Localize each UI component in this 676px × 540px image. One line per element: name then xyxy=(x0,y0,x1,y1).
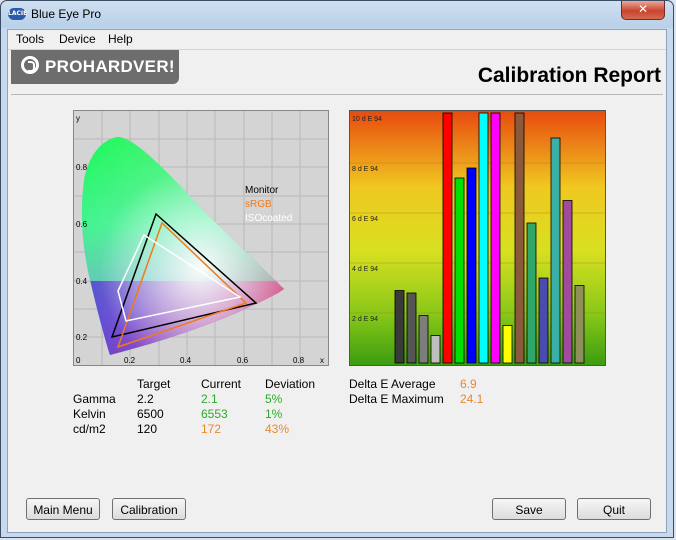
y-tick-0.4: 0.4 xyxy=(76,277,88,286)
row-luminance-target: 120 xyxy=(137,422,158,436)
client-area: Tools Device Help PROHARDVER! Calibratio… xyxy=(7,29,667,533)
delta-e-bar xyxy=(394,290,405,364)
y-tick-0.6: 0.6 xyxy=(76,220,88,229)
delta-e-bar xyxy=(478,112,489,364)
prohardver-logo: PROHARDVER! xyxy=(11,50,179,84)
bar-y-tick-label: 10 d E 94 xyxy=(352,116,382,123)
row-kelvin-target: 6500 xyxy=(137,407,164,421)
legend-srgb: sRGB xyxy=(245,199,272,210)
delta-e-bar xyxy=(574,285,585,364)
delta-e-bar xyxy=(406,292,417,364)
row-gamma-target: 2.2 xyxy=(137,392,154,406)
delta-e-bar xyxy=(442,112,453,364)
calibration-button[interactable]: Calibration xyxy=(112,498,186,520)
row-kelvin-current: 6553 xyxy=(201,407,228,421)
row-luminance-deviation: 43% xyxy=(265,422,290,436)
report-title: Calibration Report xyxy=(477,64,661,87)
delta-e-average-label: Delta E Average xyxy=(349,377,436,391)
monitor-gamut xyxy=(110,212,258,339)
cie-svg: y x 0.8 0.6 0.4 0.2 0 0.2 0.4 0.6 0.8 Mo… xyxy=(74,111,328,365)
row-gamma-current: 2.1 xyxy=(201,392,218,406)
bar-y-tick-label: 4 d E 94 xyxy=(352,266,378,273)
delta-e-bar xyxy=(466,167,477,364)
bar-chart-background xyxy=(350,111,605,365)
cie-chromaticity-diagram: y x 0.8 0.6 0.4 0.2 0 0.2 0.4 0.6 0.8 Mo… xyxy=(73,110,329,366)
bar-y-tick-label: 2 d E 94 xyxy=(352,316,378,323)
delta-e-bar xyxy=(538,277,549,364)
main-menu-button[interactable]: Main Menu xyxy=(26,498,100,520)
delta-e-bar xyxy=(562,200,573,364)
delta-e-bar xyxy=(502,325,513,364)
legend-monitor: Monitor xyxy=(245,185,279,196)
x-tick-0.6: 0.6 xyxy=(237,356,249,365)
bar-y-tick-label: 6 d E 94 xyxy=(352,216,378,223)
header-divider xyxy=(11,94,663,95)
title-bar: LACIE Blue Eye Pro ✕ xyxy=(1,1,673,29)
legend-isocoated: ISOcoated xyxy=(245,213,292,224)
menu-device[interactable]: Device xyxy=(59,32,96,46)
save-button[interactable]: Save xyxy=(492,498,566,520)
row-luminance-label: cd/m2 xyxy=(73,422,106,436)
app-icon: LACIE xyxy=(8,8,27,20)
delta-e-bar xyxy=(514,112,525,364)
delta-e-bar xyxy=(430,335,441,364)
delta-e-bar xyxy=(418,315,429,364)
delta-e-bar-chart: 10 d E 94 8 d E 94 6 d E 94 4 d E 94 2 d E 9… xyxy=(349,110,606,366)
delta-e-average-value: 6.9 xyxy=(460,377,477,391)
x-tick-0.8: 0.8 xyxy=(293,356,305,365)
x-tick-0.2: 0.2 xyxy=(124,356,136,365)
y-tick-0.8: 0.8 xyxy=(76,163,88,172)
window-title: Blue Eye Pro xyxy=(31,7,102,21)
menu-bar: Tools Device Help xyxy=(8,30,666,50)
row-gamma-deviation: 5% xyxy=(265,392,283,406)
y-tick-0.2: 0.2 xyxy=(76,333,88,342)
delta-e-bar xyxy=(526,222,537,364)
srgb-gamut xyxy=(116,221,248,349)
header-deviation: Deviation xyxy=(265,377,316,391)
delta-e-bar xyxy=(550,137,561,364)
header-target: Target xyxy=(137,377,171,391)
menu-tools[interactable]: Tools xyxy=(16,32,45,46)
x-tick-0.4: 0.4 xyxy=(180,356,192,365)
delta-e-maximum-value: 24.1 xyxy=(460,392,484,406)
delta-e-maximum-label: Delta E Maximum xyxy=(349,392,444,406)
row-kelvin-deviation: 1% xyxy=(265,407,283,421)
delta-e-bar xyxy=(454,177,465,364)
row-gamma-label: Gamma xyxy=(73,392,116,406)
delta-e-bar xyxy=(490,112,501,364)
y-axis-label: y xyxy=(76,114,80,123)
menu-help[interactable]: Help xyxy=(108,32,133,46)
row-luminance-current: 172 xyxy=(201,422,222,436)
bar-y-tick-label: 8 d E 94 xyxy=(352,166,378,173)
header-current: Current xyxy=(201,377,242,391)
logo-mark-icon xyxy=(21,56,39,74)
isocoated-gamut xyxy=(117,233,242,322)
logo-text: PROHARDVER! xyxy=(45,57,175,76)
close-button[interactable]: ✕ xyxy=(621,1,665,20)
row-kelvin-label: Kelvin xyxy=(73,407,106,421)
x-axis-label: x xyxy=(320,356,324,365)
y-tick-0: 0 xyxy=(76,356,81,365)
bar-chart-svg: 10 d E 94 8 d E 94 6 d E 94 4 d E 94 2 d E 9… xyxy=(350,111,605,365)
quit-button[interactable]: Quit xyxy=(577,498,651,520)
